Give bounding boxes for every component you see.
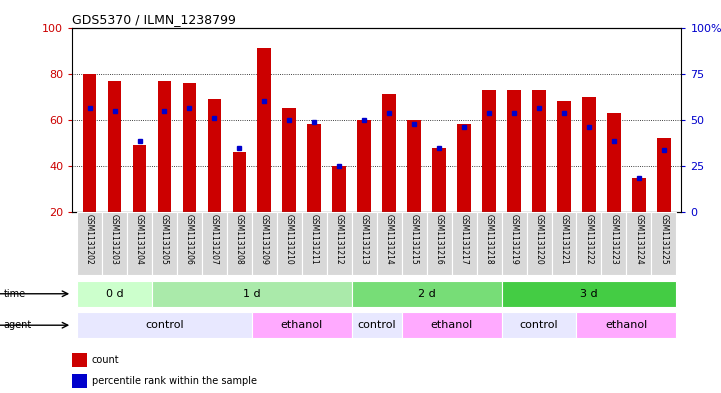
Bar <box>502 281 676 307</box>
Bar <box>358 120 371 212</box>
Bar <box>407 120 421 212</box>
Text: count: count <box>92 355 120 365</box>
Bar <box>627 212 651 275</box>
Text: 2 d: 2 d <box>417 289 435 299</box>
Bar <box>152 281 352 307</box>
Bar <box>502 212 526 275</box>
Bar <box>233 152 247 212</box>
Text: GSM1131203: GSM1131203 <box>110 214 119 265</box>
Bar <box>332 166 346 212</box>
Bar <box>352 281 502 307</box>
Bar <box>552 212 577 275</box>
Text: GSM1131223: GSM1131223 <box>609 214 619 265</box>
Bar <box>158 81 172 212</box>
Text: percentile rank within the sample: percentile rank within the sample <box>92 376 257 386</box>
Text: GSM1131205: GSM1131205 <box>160 214 169 265</box>
Text: agent: agent <box>4 320 32 330</box>
Text: GSM1131224: GSM1131224 <box>634 214 643 265</box>
Bar <box>457 125 471 212</box>
Text: 0 d: 0 d <box>106 289 123 299</box>
Text: GSM1131206: GSM1131206 <box>185 214 194 265</box>
Bar <box>607 113 621 212</box>
Bar <box>72 374 87 388</box>
Text: GSM1131213: GSM1131213 <box>360 214 368 265</box>
Text: control: control <box>520 320 558 330</box>
Text: 3 d: 3 d <box>580 289 598 299</box>
Text: GSM1131222: GSM1131222 <box>585 214 593 265</box>
Bar <box>127 212 152 275</box>
Text: GSM1131211: GSM1131211 <box>310 214 319 265</box>
Text: control: control <box>145 320 184 330</box>
Bar <box>402 312 502 338</box>
Bar <box>208 99 221 212</box>
Bar <box>72 353 87 367</box>
Text: GSM1131215: GSM1131215 <box>410 214 419 265</box>
Text: ethanol: ethanol <box>606 320 647 330</box>
Text: GSM1131209: GSM1131209 <box>260 214 269 265</box>
Bar <box>601 212 627 275</box>
Text: GSM1131202: GSM1131202 <box>85 214 94 265</box>
Bar <box>83 73 97 212</box>
Bar <box>651 212 676 275</box>
Text: GSM1131216: GSM1131216 <box>435 214 443 265</box>
Text: GSM1131217: GSM1131217 <box>459 214 469 265</box>
Text: GSM1131218: GSM1131218 <box>485 214 494 265</box>
Bar <box>482 90 496 212</box>
Bar <box>382 94 396 212</box>
Bar <box>577 212 601 275</box>
Bar <box>177 212 202 275</box>
Text: GSM1131212: GSM1131212 <box>335 214 344 265</box>
Bar <box>77 281 152 307</box>
Bar <box>327 212 352 275</box>
Text: GSM1131207: GSM1131207 <box>210 214 219 265</box>
Text: GSM1131214: GSM1131214 <box>385 214 394 265</box>
Text: time: time <box>4 289 26 299</box>
Bar <box>402 212 427 275</box>
Bar <box>632 178 646 212</box>
Bar <box>133 145 146 212</box>
Text: GDS5370 / ILMN_1238799: GDS5370 / ILMN_1238799 <box>72 13 236 26</box>
Bar <box>451 212 477 275</box>
Text: GSM1131220: GSM1131220 <box>534 214 544 265</box>
Bar <box>577 312 676 338</box>
Bar <box>252 212 277 275</box>
Text: ethanol: ethanol <box>430 320 473 330</box>
Text: GSM1131210: GSM1131210 <box>285 214 294 265</box>
Bar <box>107 81 121 212</box>
Bar <box>526 212 552 275</box>
Bar <box>277 212 302 275</box>
Bar <box>427 212 451 275</box>
Bar <box>507 90 521 212</box>
Bar <box>657 138 671 212</box>
Bar <box>433 147 446 212</box>
Text: GSM1131225: GSM1131225 <box>660 214 668 265</box>
Bar <box>102 212 127 275</box>
Bar <box>77 212 102 275</box>
Bar <box>152 212 177 275</box>
Text: 1 d: 1 d <box>243 289 261 299</box>
Bar <box>352 312 402 338</box>
Text: control: control <box>358 320 396 330</box>
Text: ethanol: ethanol <box>280 320 323 330</box>
Text: GSM1131208: GSM1131208 <box>235 214 244 265</box>
Bar <box>302 212 327 275</box>
Bar <box>502 312 577 338</box>
Bar <box>557 101 571 212</box>
Bar <box>352 212 377 275</box>
Bar <box>182 83 196 212</box>
Bar <box>307 125 321 212</box>
Text: GSM1131204: GSM1131204 <box>135 214 144 265</box>
Text: GSM1131221: GSM1131221 <box>559 214 568 265</box>
Bar <box>252 312 352 338</box>
Bar <box>283 108 296 212</box>
Bar <box>227 212 252 275</box>
Bar <box>376 212 402 275</box>
Bar <box>202 212 227 275</box>
Bar <box>477 212 502 275</box>
Bar <box>257 48 271 212</box>
Text: GSM1131219: GSM1131219 <box>510 214 518 265</box>
Bar <box>77 312 252 338</box>
Bar <box>532 90 546 212</box>
Bar <box>582 97 596 212</box>
